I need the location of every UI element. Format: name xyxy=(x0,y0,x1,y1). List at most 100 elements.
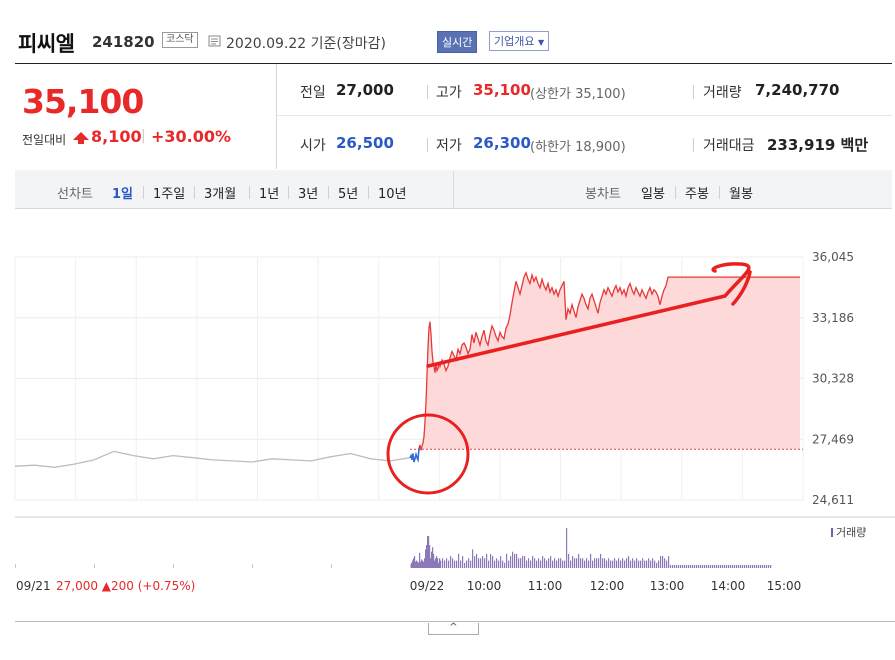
volume-bars xyxy=(15,528,772,568)
volume-bar xyxy=(720,565,722,568)
volume-bar xyxy=(520,558,522,568)
lower-limit: (하한가 18,900) xyxy=(530,140,626,155)
volume-bar xyxy=(688,565,690,568)
volume-bar xyxy=(433,553,435,568)
volume-bar xyxy=(439,558,441,568)
volume-bar xyxy=(424,558,426,568)
volume-bar xyxy=(417,561,419,568)
realtime-button[interactable]: 실시간 xyxy=(437,31,478,53)
volume-bar xyxy=(728,565,730,568)
volume-bar xyxy=(608,558,610,568)
volume-bar xyxy=(702,565,704,568)
volume-bar xyxy=(421,559,423,568)
tab-5years[interactable]: 5년 xyxy=(338,187,359,202)
tab-weekly-candle[interactable]: 주봉 xyxy=(685,187,709,202)
market-badge: 코스닥 xyxy=(162,32,198,48)
volume-bar xyxy=(570,560,572,568)
open-label: 시가 xyxy=(300,138,326,154)
volume-bar xyxy=(504,562,506,568)
volume-bar xyxy=(620,560,622,568)
volume-bar xyxy=(490,553,492,568)
x-tick-label: 11:00 xyxy=(528,579,563,593)
volume-bar xyxy=(710,565,712,568)
volume-bar xyxy=(464,562,466,568)
volume-bar xyxy=(94,564,95,568)
volume-bar xyxy=(429,545,431,568)
volume-bar xyxy=(514,553,516,568)
volume-bar xyxy=(496,558,498,568)
amount-value: 233,919 백만 xyxy=(767,136,869,154)
line-chart-label: 선차트 xyxy=(57,187,93,202)
volume-bar xyxy=(594,558,596,568)
volume-bar xyxy=(676,565,678,568)
volume-bar xyxy=(652,558,654,568)
volume-bar xyxy=(680,565,682,568)
volume-bar xyxy=(410,564,411,568)
tab-daily-candle[interactable]: 일봉 xyxy=(641,187,665,202)
volume-bar xyxy=(684,565,686,568)
tab-monthly-candle[interactable]: 월봉 xyxy=(729,187,753,202)
volume-bar xyxy=(482,556,484,568)
below-prev-close-line xyxy=(409,448,420,463)
volume-bar xyxy=(425,549,427,568)
candle-chart-label: 봉차트 xyxy=(585,187,621,202)
company-overview-label: 기업개요 xyxy=(494,35,535,48)
volume-bar xyxy=(500,556,502,568)
volume-bar xyxy=(624,560,626,568)
volume-bar xyxy=(630,560,632,568)
change-value: 8,100 xyxy=(91,127,142,146)
volume-bar xyxy=(648,558,650,568)
high-label: 고가 xyxy=(436,85,462,101)
volume-bar xyxy=(642,558,644,568)
company-overview-dropdown[interactable]: 기업개요 ▼ xyxy=(489,31,550,51)
volume-bar xyxy=(544,558,546,568)
volume-bar xyxy=(618,558,620,568)
volume-bar xyxy=(616,560,618,568)
volume-bar xyxy=(746,565,748,568)
clock-icon xyxy=(208,35,221,47)
volume-bar xyxy=(654,560,656,568)
volume-bar xyxy=(518,558,520,568)
volume-bar xyxy=(510,556,512,568)
tab-3months[interactable]: 3개월 xyxy=(204,187,237,202)
stock-name: 피씨엘 xyxy=(18,32,75,56)
prev-day-summary: 27,000 ▲200 (+0.75%) xyxy=(56,579,195,593)
volume-bar xyxy=(638,560,640,568)
volume-bar xyxy=(412,560,414,568)
tab-10years[interactable]: 10년 xyxy=(378,187,407,202)
volume-bar xyxy=(498,560,500,568)
volume-bar xyxy=(554,558,556,568)
high-value: 35,100 xyxy=(473,81,531,99)
volume-bar xyxy=(748,565,750,568)
divider: | xyxy=(141,128,146,144)
volume-bar xyxy=(450,556,452,568)
divider xyxy=(693,85,694,99)
volume-bar xyxy=(516,553,518,568)
volume-bar xyxy=(762,565,764,568)
tab-1year[interactable]: 1년 xyxy=(259,187,280,202)
volume-bar xyxy=(173,564,174,568)
collapse-button[interactable]: ^ xyxy=(428,623,479,635)
volume-bar xyxy=(750,565,752,568)
upper-limit: (상한가 35,100) xyxy=(530,87,626,102)
volume-bar xyxy=(524,556,526,568)
volume-bar xyxy=(734,565,736,568)
volume-bar xyxy=(730,565,732,568)
volume-bar xyxy=(632,558,634,568)
volume-bar xyxy=(512,551,514,568)
volume-bar xyxy=(548,558,550,568)
volume-bar xyxy=(716,565,718,568)
volume-bar xyxy=(700,565,702,568)
base-date: 2020.09.22 기준(장마감) xyxy=(226,36,386,52)
y-tick-label: 36,045 xyxy=(812,250,854,264)
volume-bar xyxy=(764,565,766,568)
volume-bar xyxy=(566,528,568,568)
price-chart: 36,045 33,186 30,328 27,469 24,611 09/22 10:0… xyxy=(14,250,895,593)
volume-bar xyxy=(636,558,638,568)
tab-3years[interactable]: 3년 xyxy=(298,187,319,202)
tab-1day[interactable]: 1일 xyxy=(112,187,134,202)
amount-label: 거래대금 xyxy=(703,138,755,154)
tab-1week[interactable]: 1주일 xyxy=(153,187,186,202)
volume-bar xyxy=(674,565,676,568)
volume-bar xyxy=(640,560,642,568)
